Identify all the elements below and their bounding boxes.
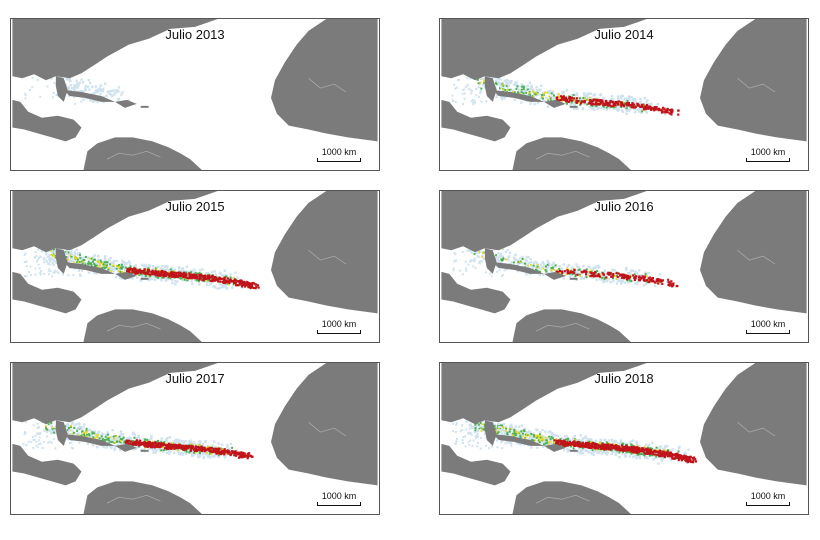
scale-label: 1000 km	[750, 491, 786, 501]
land-mass	[492, 262, 545, 274]
land-mass	[441, 191, 647, 253]
land-mass	[569, 105, 578, 108]
map-canvas	[12, 363, 378, 514]
river	[535, 494, 590, 504]
land-mass	[140, 277, 149, 280]
scale-line	[746, 158, 790, 162]
scale-line	[746, 502, 790, 506]
land-mass	[115, 271, 137, 280]
land-mass	[441, 99, 511, 142]
panel-title: Julio 2016	[594, 199, 654, 214]
land-mass	[83, 481, 202, 514]
river	[308, 77, 347, 93]
land-mass	[699, 191, 807, 314]
land-mass	[115, 99, 137, 108]
land-mass	[55, 76, 68, 102]
land-mass	[441, 271, 511, 314]
river	[535, 322, 590, 332]
land-mass	[63, 262, 116, 274]
land-mass	[441, 19, 647, 81]
river	[737, 421, 776, 437]
land-mass	[55, 248, 68, 274]
map-canvas	[12, 191, 378, 342]
land-mass	[441, 363, 647, 425]
land-mass	[12, 99, 82, 142]
land-mass	[441, 443, 511, 486]
land-mass	[544, 443, 566, 452]
scale-label: 1000 km	[321, 319, 357, 329]
land-mass	[115, 443, 137, 452]
scale-line	[317, 158, 361, 162]
land-mass	[512, 137, 631, 170]
land-mass	[270, 19, 378, 142]
scale-bar: 1000 km	[317, 319, 361, 334]
land-mass	[270, 363, 378, 486]
scale-line	[317, 502, 361, 506]
land-mass	[699, 19, 807, 142]
land-mass	[492, 90, 545, 102]
panel-julio-2017: Julio 2017 1000 km	[10, 362, 380, 515]
panel-julio-2018: Julio 2018 1000 km	[439, 362, 809, 515]
scale-bar: 1000 km	[317, 491, 361, 506]
land-mass	[492, 434, 545, 446]
river	[106, 150, 161, 160]
land-mass	[569, 449, 578, 452]
land-mass	[512, 481, 631, 514]
land-mass	[83, 137, 202, 170]
scale-label: 1000 km	[750, 319, 786, 329]
river	[737, 77, 776, 93]
land-mass	[484, 248, 497, 274]
scale-line	[317, 330, 361, 334]
land-mass	[569, 277, 578, 280]
land-mass	[63, 90, 116, 102]
land-mass	[544, 271, 566, 280]
river	[106, 322, 161, 332]
land-mass	[12, 191, 218, 253]
scale-line	[746, 330, 790, 334]
land-mass	[484, 420, 497, 446]
land-mass	[12, 271, 82, 314]
land-mass	[55, 420, 68, 446]
river	[535, 150, 590, 160]
land-mass	[83, 309, 202, 342]
panel-julio-2013: Julio 2013 1000 km	[10, 18, 380, 171]
scale-bar: 1000 km	[746, 147, 790, 162]
scale-bar: 1000 km	[317, 147, 361, 162]
scale-label: 1000 km	[321, 147, 357, 157]
scale-label: 1000 km	[321, 491, 357, 501]
panel-title: Julio 2014	[594, 27, 654, 42]
map-canvas	[12, 19, 378, 170]
map-canvas	[441, 191, 807, 342]
sargassum-density	[22, 417, 254, 460]
river	[106, 494, 161, 504]
panel-title: Julio 2015	[165, 199, 225, 214]
river	[308, 421, 347, 437]
panel-julio-2016: Julio 2016 1000 km	[439, 190, 809, 343]
land-mass	[12, 443, 82, 486]
land-mass	[12, 19, 218, 81]
land-mass	[484, 76, 497, 102]
map-canvas	[441, 19, 807, 170]
river	[308, 249, 347, 265]
panel-title: Julio 2013	[165, 27, 225, 42]
panel-julio-2014: Julio 2014 1000 km	[439, 18, 809, 171]
panel-julio-2015: Julio 2015 1000 km	[10, 190, 380, 343]
land-mass	[544, 99, 566, 108]
land-mass	[12, 363, 218, 425]
river	[737, 249, 776, 265]
panel-title: Julio 2017	[165, 371, 225, 386]
land-mass	[140, 449, 149, 452]
land-mass	[63, 434, 116, 446]
scale-bar: 1000 km	[746, 319, 790, 334]
land-mass	[699, 363, 807, 486]
scale-bar: 1000 km	[746, 491, 790, 506]
scale-label: 1000 km	[750, 147, 786, 157]
land-mass	[270, 191, 378, 314]
map-canvas	[441, 363, 807, 514]
land-mass	[512, 309, 631, 342]
panel-title: Julio 2018	[594, 371, 654, 386]
land-mass	[140, 105, 149, 108]
